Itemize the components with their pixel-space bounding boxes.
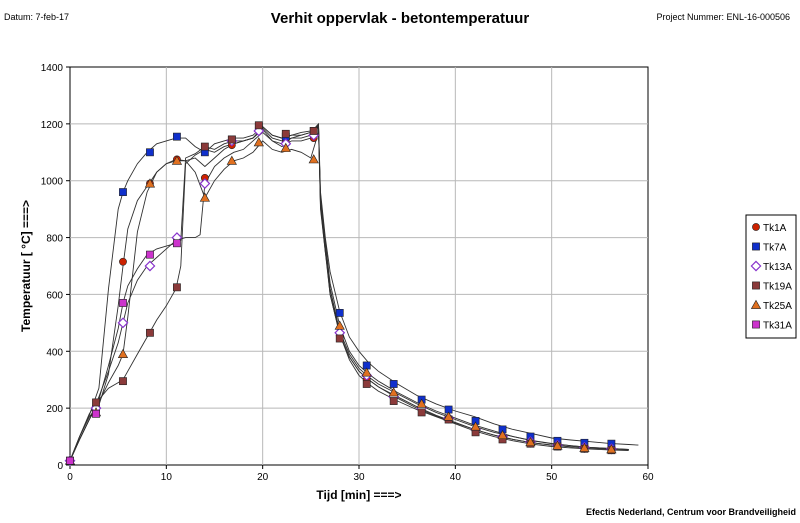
data-point-tk25a	[525, 437, 536, 447]
data-point-tk13a	[199, 178, 211, 190]
data-point-tk25a	[497, 429, 508, 440]
data-point-tk25a	[416, 398, 427, 408]
y-tick-label: 1400	[41, 63, 64, 74]
legend-label-tk1a: Tk1A	[763, 223, 787, 234]
data-point-tk31a	[119, 299, 127, 307]
data-point-tk25a	[361, 367, 372, 377]
x-tick-label: 60	[642, 472, 654, 483]
x-tick-label: 50	[546, 472, 558, 483]
data-point-tk19a	[119, 377, 127, 386]
y-tick-label: 1200	[41, 120, 64, 131]
data-point-tk31a	[66, 456, 74, 465]
data-point-tk7a	[119, 188, 127, 196]
data-point-tk19a	[362, 380, 371, 388]
data-point-tk25a	[171, 155, 183, 165]
y-tick-label: 0	[57, 461, 63, 472]
x-tick-label: 40	[450, 472, 462, 483]
x-axis-title: Tijd [min] ===>	[316, 488, 401, 502]
data-point-tk13a	[144, 260, 156, 272]
legend-marker-tk1a	[752, 223, 760, 231]
data-point-tk19a	[92, 398, 100, 407]
chart-title: Verhit oppervlak - betontemperatuur	[270, 10, 530, 27]
footer-credit: Efectis Nederland, Centrum voor Brandvei…	[585, 507, 796, 517]
data-point-tk7a	[146, 148, 154, 157]
data-point-tk25a	[388, 387, 399, 397]
legend-marker-tk25a	[750, 299, 762, 309]
data-point-tk25a	[443, 411, 454, 421]
data-point-tk19a	[227, 135, 236, 144]
legend-marker-tk7a	[752, 242, 760, 251]
data-point-tk25a	[606, 444, 617, 454]
data-point-tk25a	[280, 142, 291, 152]
data-point-tk7a	[389, 380, 398, 388]
data-point-tk31a	[146, 250, 154, 259]
data-point-tk19a	[173, 283, 181, 292]
data-point-tk25a	[552, 440, 563, 450]
legend-label-tk19a: Tk19A	[763, 282, 792, 293]
data-point-tk25a	[334, 320, 345, 330]
data-point-tk19a	[146, 328, 154, 337]
data-point-tk25a	[226, 155, 237, 165]
data-point-tk31a	[92, 409, 100, 418]
legend-box	[745, 214, 797, 339]
data-point-tk25a	[117, 348, 129, 359]
data-point-tk19a	[309, 127, 318, 135]
data-point-tk25a	[144, 178, 156, 188]
y-axis-title: Temperatuur [ °C] ===>	[19, 200, 33, 332]
x-tick-label: 20	[257, 472, 269, 483]
data-point-tk19a	[335, 334, 344, 343]
data-point-tk19a	[417, 408, 426, 417]
legend-label-tk13a: Tk13A	[763, 262, 792, 273]
project-number-label: Project Nummer: ENL-16-000506	[656, 12, 790, 22]
x-tick-label: 10	[161, 472, 173, 483]
y-tick-label: 800	[46, 234, 63, 245]
data-point-tk7a	[173, 132, 181, 141]
y-tick-label: 1000	[41, 177, 64, 188]
data-point-tk13a	[117, 317, 129, 329]
legend-label-tk25a: Tk25A	[763, 301, 792, 312]
x-tick-label: 0	[67, 472, 73, 483]
data-point-tk25a	[199, 192, 210, 202]
data-point-tk19a	[200, 142, 209, 151]
legend-label-tk31a: Tk31A	[763, 321, 792, 332]
data-point-tk25a	[470, 421, 481, 431]
y-tick-label: 400	[46, 347, 63, 358]
data-point-tk19a	[281, 129, 290, 138]
data-point-tk19a	[389, 397, 398, 405]
data-point-tk31a	[173, 239, 181, 248]
data-point-tk25a	[579, 442, 590, 452]
legend-label-tk7a: Tk7A	[763, 243, 787, 254]
data-point-tk25a	[253, 137, 264, 147]
y-tick-label: 600	[46, 290, 63, 301]
date-label: Datum: 7-feb-17	[4, 12, 70, 22]
legend-marker-tk13a	[750, 260, 762, 272]
data-point-tk25a	[308, 154, 319, 164]
legend-marker-tk31a	[752, 320, 760, 329]
y-tick-label: 200	[46, 404, 63, 415]
legend-marker-tk19a	[752, 281, 760, 290]
x-tick-label: 30	[353, 472, 365, 483]
data-point-tk1a	[119, 257, 127, 266]
data-point-tk7a	[335, 309, 344, 317]
series-line-tk7a	[69, 122, 639, 461]
data-point-tk19a	[254, 121, 263, 130]
